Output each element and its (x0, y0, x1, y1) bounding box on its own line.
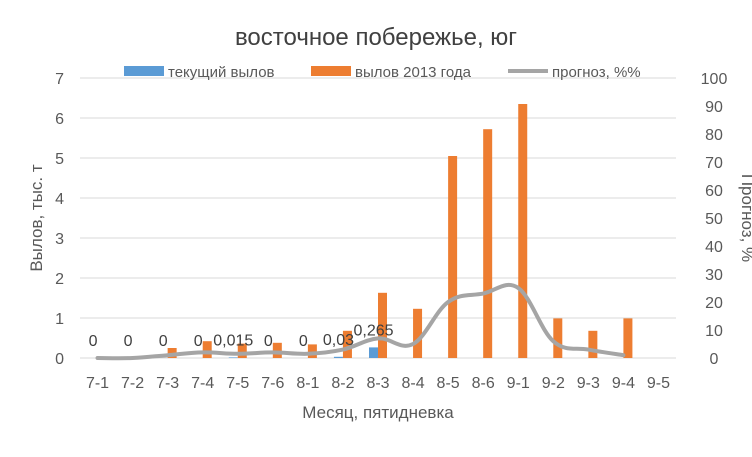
y2-tick-label: 20 (705, 295, 723, 312)
legend-swatch (311, 66, 351, 76)
y2-axis-ticks: 0 10 20 30 40 50 60 70 80 90 100 (701, 71, 728, 368)
bar-current-catch (333, 356, 343, 358)
legend: текущий вылов вылов 2013 года прогноз, %% (124, 64, 641, 81)
bar-catch-2013 (518, 104, 528, 358)
x-axis-ticks: 7-1 7-2 7-3 7-4 7-5 7-6 8-1 8-2 8-3 8-4 8-5 8-6 9-1 9… (86, 375, 670, 392)
bar-catch-2013 (237, 343, 247, 358)
bar-catch-2013 (378, 292, 387, 358)
bar-current-catch (369, 347, 378, 358)
x-tick-label: 9-5 (647, 375, 670, 392)
y-tick-label: 4 (55, 191, 64, 208)
x-tick-label: 9-3 (577, 375, 600, 392)
x-tick-label: 7-4 (191, 375, 214, 392)
bar-catch-2013 (342, 330, 352, 358)
legend-swatch (124, 66, 164, 76)
data-label: 0 (299, 333, 308, 350)
x-tick-label: 9-2 (542, 375, 565, 392)
bar-catch-2013 (623, 318, 633, 358)
y-tick-label: 7 (55, 71, 64, 88)
y2-tick-label: 40 (705, 239, 723, 256)
y2-tick-label: 60 (705, 183, 723, 200)
y2-tick-label: 30 (705, 267, 723, 284)
y-tick-label: 0 (55, 351, 64, 368)
bar-catch-2013 (553, 318, 563, 358)
x-tick-label: 9-4 (612, 375, 635, 392)
y2-tick-label: 100 (701, 71, 728, 88)
bar-catch-2013 (307, 344, 317, 358)
x-axis-title: Месяц, пятидневка (302, 403, 454, 422)
data-labels: 0 0 0 0 0,015 0 0 0,030,265 (89, 322, 394, 350)
legend-label: вылов 2013 года (355, 64, 472, 81)
legend-label: прогноз, %% (552, 64, 641, 81)
x-tick-label: 7-3 (156, 375, 179, 392)
y-tick-label: 6 (55, 111, 64, 128)
bar-catch-2013 (202, 341, 212, 358)
data-label: 0,015 (213, 332, 253, 349)
x-tick-label: 9-1 (507, 375, 530, 392)
y2-tick-label: 80 (705, 127, 723, 144)
bar-current-catch (228, 357, 238, 358)
y2-tick-label: 0 (710, 351, 719, 368)
y2-axis-title: Прогноз, % (738, 174, 752, 262)
y2-tick-label: 50 (705, 211, 723, 228)
bar-catch-2013 (413, 308, 423, 358)
y-tick-label: 2 (55, 271, 64, 288)
x-tick-label: 7-6 (261, 375, 284, 392)
x-tick-label: 8-6 (472, 375, 495, 392)
y2-tick-label: 10 (705, 323, 723, 340)
chart-title: восточное побережье, юг (235, 24, 517, 51)
data-label: 0,03 (323, 332, 354, 349)
y-tick-label: 1 (55, 311, 64, 328)
forecast-line-layer (95, 282, 626, 361)
x-tick-label: 8-4 (401, 375, 424, 392)
x-tick-label: 7-1 (86, 375, 109, 392)
x-tick-label: 7-5 (226, 375, 249, 392)
bar-catch-2013 (272, 342, 282, 358)
x-tick-label: 8-3 (366, 375, 389, 392)
data-label: 0 (194, 333, 203, 350)
y-tick-label: 3 (55, 231, 64, 248)
data-label: 0 (124, 333, 133, 350)
data-label: 0 (89, 333, 98, 350)
forecast-line (95, 282, 626, 361)
data-label: 0,265 (353, 322, 393, 339)
x-tick-label: 8-2 (331, 375, 354, 392)
bar-catch-2013 (448, 156, 458, 358)
y-axis-title: Вылов, тыс. т (27, 164, 46, 272)
x-tick-label: 8-5 (437, 375, 460, 392)
y2-tick-label: 70 (705, 155, 723, 172)
bar-catch-2013 (483, 129, 493, 358)
x-tick-label: 8-1 (296, 375, 319, 392)
bars (167, 104, 633, 358)
legend-label: текущий вылов (168, 64, 275, 81)
y2-tick-label: 90 (705, 99, 723, 116)
data-label: 0 (159, 333, 168, 350)
data-label: 0 (264, 333, 273, 350)
y-tick-label: 5 (55, 151, 64, 168)
bar-catch-2013 (588, 330, 598, 358)
y-axis-ticks: 0 1 2 3 4 5 6 7 (55, 71, 64, 368)
x-tick-label: 7-2 (121, 375, 144, 392)
